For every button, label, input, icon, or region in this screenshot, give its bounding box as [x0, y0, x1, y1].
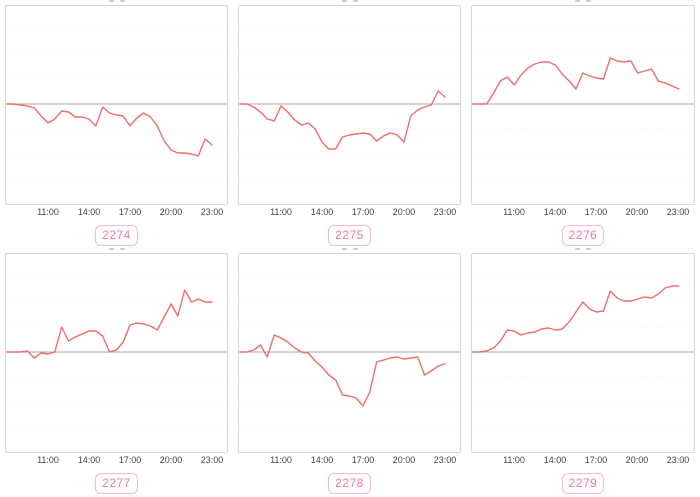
- chart-id-badge[interactable]: 2276: [561, 225, 605, 246]
- x-tick-label: 20:00: [392, 207, 416, 217]
- x-tick-label: 20:00: [625, 207, 649, 217]
- x-axis: 11:00 14:00 17:00 20:00 23:00: [5, 207, 228, 219]
- x-tick-label: 11:00: [270, 455, 292, 465]
- chart-id-badge[interactable]: 2279: [561, 473, 605, 494]
- chart-cell: 11:00 14:00 17:00 20:00 23:00 2278: [233, 248, 466, 497]
- chart-id-badge[interactable]: 2274: [95, 225, 138, 246]
- x-tick-label: 11:00: [37, 207, 59, 217]
- line-chart-canvas: [239, 276, 460, 428]
- x-axis: 11:00 14:00 17:00 20:00 23:00: [238, 455, 461, 467]
- badge-row: 2278: [238, 473, 461, 495]
- x-tick-label: 17:00: [118, 455, 142, 465]
- chart-panel: [471, 253, 695, 453]
- x-tick-label: 14:00: [77, 455, 101, 465]
- x-tick-label: 23:00: [433, 207, 457, 217]
- series-line: [239, 334, 446, 407]
- x-tick-label: 17:00: [351, 455, 375, 465]
- clipped-chart-title: [471, 248, 695, 253]
- series-line: [6, 103, 213, 157]
- chart-id-badge[interactable]: 2277: [95, 473, 138, 494]
- clipped-chart-title: [5, 0, 228, 5]
- line-chart-canvas: [6, 28, 227, 180]
- x-tick-label: 23:00: [666, 455, 690, 465]
- clipped-chart-title: [471, 0, 695, 5]
- x-tick-label: 23:00: [200, 455, 224, 465]
- chart-cell: 11:00 14:00 17:00 20:00 23:00 2279: [466, 248, 700, 497]
- x-tick-label: 23:00: [200, 207, 224, 217]
- x-tick-label: 11:00: [503, 207, 525, 217]
- x-axis: 11:00 14:00 17:00 20:00 23:00: [471, 455, 695, 467]
- x-tick-label: 23:00: [666, 207, 690, 217]
- badge-row: 2279: [471, 473, 695, 495]
- chart-cell: 11:00 14:00 17:00 20:00 23:00 2276: [466, 0, 700, 248]
- x-tick-label: 17:00: [584, 455, 608, 465]
- line-chart-canvas: [472, 276, 694, 428]
- chart-panel: [5, 5, 228, 205]
- x-tick-label: 11:00: [270, 207, 292, 217]
- x-axis: 11:00 14:00 17:00 20:00 23:00: [238, 207, 461, 219]
- x-tick-label: 14:00: [310, 455, 334, 465]
- clipped-chart-title: [238, 0, 461, 5]
- x-tick-label: 20:00: [625, 455, 649, 465]
- chart-panel: [5, 253, 228, 453]
- x-tick-label: 14:00: [543, 207, 567, 217]
- chart-id-badge[interactable]: 2278: [328, 473, 371, 494]
- x-tick-label: 11:00: [37, 455, 59, 465]
- chart-cell: 11:00 14:00 17:00 20:00 23:00 2275: [233, 0, 466, 248]
- x-tick-label: 14:00: [77, 207, 101, 217]
- chart-panel: [238, 253, 461, 453]
- badge-row: 2276: [471, 225, 695, 247]
- clipped-chart-title: [5, 248, 228, 253]
- x-tick-label: 17:00: [584, 207, 608, 217]
- line-chart-canvas: [472, 28, 694, 180]
- x-tick-label: 20:00: [159, 455, 183, 465]
- x-tick-label: 14:00: [310, 207, 334, 217]
- badge-row: 2274: [5, 225, 228, 247]
- chart-cell: 11:00 14:00 17:00 20:00 23:00 2274: [0, 0, 233, 248]
- series-line: [239, 90, 446, 150]
- badge-row: 2277: [5, 473, 228, 495]
- chart-id-badge[interactable]: 2275: [328, 225, 371, 246]
- line-chart-canvas: [6, 276, 227, 428]
- x-tick-label: 20:00: [392, 455, 416, 465]
- x-tick-label: 17:00: [118, 207, 142, 217]
- x-axis: 11:00 14:00 17:00 20:00 23:00: [5, 455, 228, 467]
- series-line: [472, 57, 680, 105]
- x-tick-label: 23:00: [433, 455, 457, 465]
- x-axis: 11:00 14:00 17:00 20:00 23:00: [471, 207, 695, 219]
- x-tick-label: 14:00: [543, 455, 567, 465]
- x-tick-label: 20:00: [159, 207, 183, 217]
- series-line: [472, 285, 680, 353]
- series-line: [6, 289, 213, 359]
- x-tick-label: 11:00: [503, 455, 525, 465]
- badge-row: 2275: [238, 225, 461, 247]
- chart-cell: 11:00 14:00 17:00 20:00 23:00 2277: [0, 248, 233, 497]
- chart-panel: [471, 5, 695, 205]
- x-tick-label: 17:00: [351, 207, 375, 217]
- clipped-chart-title: [238, 248, 461, 253]
- line-chart-canvas: [239, 28, 460, 180]
- chart-panel: [238, 5, 461, 205]
